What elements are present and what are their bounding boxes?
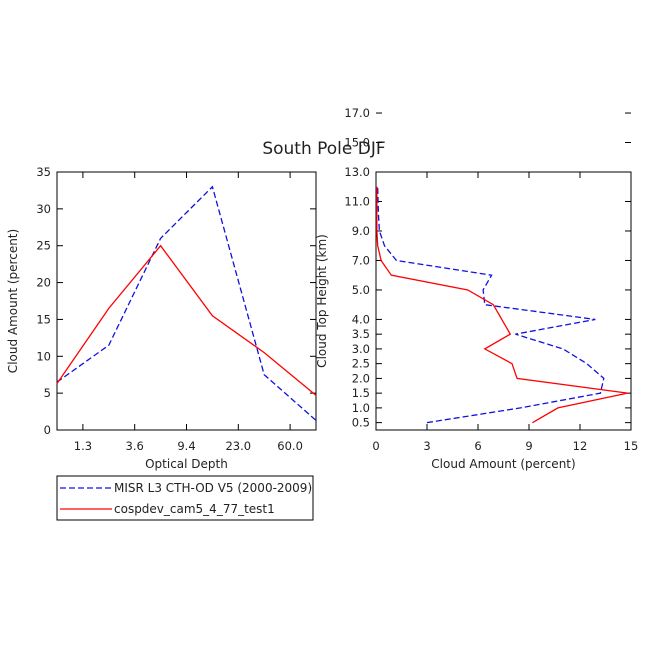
left-series-line-misr (56, 185, 317, 421)
right-y-tick-label: 2.0 (352, 371, 370, 385)
right-y-tick-label: 3.0 (352, 342, 370, 356)
right-y-tick-label: 0.5 (352, 416, 370, 430)
left-y-tick-label: 25 (36, 239, 51, 253)
left-panel: 0 5 10 15 20 25 30 35 1.3 3.6 9.4 23.0 60.0 Optical D… (6, 165, 317, 471)
figure-title: South Pole DJF (262, 139, 385, 159)
left-y-tick-label: 20 (36, 276, 51, 290)
left-x-tick-label: 9.4 (177, 439, 195, 453)
right-y-tick-label: 3.5 (352, 327, 370, 341)
left-y-tick-label: 30 (36, 202, 51, 216)
legend: MISR L3 CTH-OD V5 (2000-2009) cospdev_ca… (56, 475, 314, 521)
right-plot-frame (375, 171, 632, 431)
right-y-tick-label: 17.0 (344, 106, 370, 120)
right-series-line-misr (377, 186, 605, 424)
right-y-tick-label: 7.0 (352, 253, 370, 267)
right-y-tick-label: 2.5 (352, 357, 370, 371)
legend-box (56, 475, 314, 521)
left-x-axis-label: Optical Depth (145, 457, 228, 471)
right-y-tick-label: 13.0 (344, 165, 370, 179)
left-y-tick-label: 35 (36, 165, 51, 179)
left-series-line-model (56, 244, 317, 396)
left-y-tick-label: 10 (36, 349, 51, 363)
right-panel: 0.51.01.52.02.53.03.54.0 5.0 7.0 9.0 11.0 13.… (315, 106, 638, 471)
right-y-tick-label: 5.0 (352, 283, 370, 297)
right-x-tick-label: 3 (423, 439, 430, 453)
right-x-tick-label: 12 (573, 439, 588, 453)
left-y-tick-label: 5 (44, 386, 51, 400)
right-y-tick-label: 15.0 (344, 136, 370, 150)
left-x-tick-label: 1.3 (74, 439, 92, 453)
right-y-tick-label: 9.0 (352, 224, 370, 238)
legend-label-misr: MISR L3 CTH-OD V5 (2000-2009) (114, 481, 312, 495)
left-x-tick-label: 60.0 (277, 439, 303, 453)
left-x-tick-label: 23.0 (225, 439, 251, 453)
left-y-tick-label: 0 (44, 423, 51, 437)
right-y-tick-label: 1.5 (352, 386, 370, 400)
left-x-tick-label: 3.6 (126, 439, 144, 453)
right-x-tick-label: 9 (525, 439, 532, 453)
right-y-tick-label: 1.0 (352, 401, 370, 415)
right-series-line-model (376, 186, 628, 424)
right-x-tick-label: 0 (372, 439, 379, 453)
right-x-tick-label: 6 (474, 439, 481, 453)
right-x-tick-label: 15 (624, 439, 639, 453)
right-y-tick-label: 4.0 (352, 312, 370, 326)
legend-label-model: cospdev_cam5_4_77_test1 (114, 502, 275, 516)
right-y-axis-label: Cloud Top Height (km) (315, 234, 329, 368)
right-x-axis-label: Cloud Amount (percent) (431, 457, 575, 471)
right-y-tick-label: 11.0 (344, 194, 370, 208)
left-y-axis-label: Cloud Amount (percent) (6, 229, 20, 373)
left-y-tick-label: 15 (36, 312, 51, 326)
